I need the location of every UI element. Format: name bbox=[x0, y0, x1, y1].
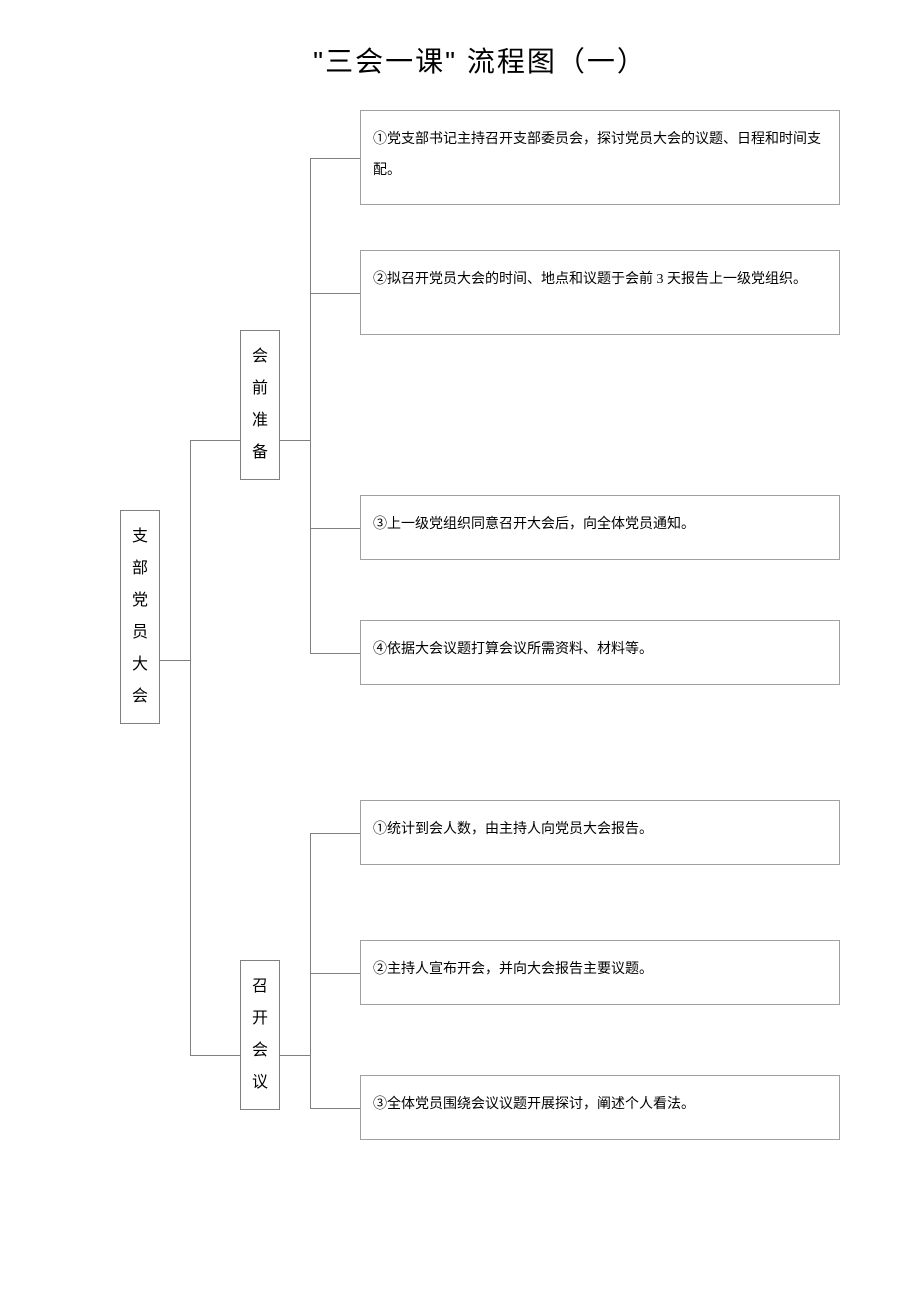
branch-label-char: 备 bbox=[252, 437, 268, 469]
leaf-node: ②主持人宣布开会，并向大会报告主要议题。 bbox=[360, 940, 840, 1005]
connector-h bbox=[280, 440, 310, 441]
root-label-char: 支 bbox=[132, 521, 148, 553]
connector-h bbox=[310, 528, 360, 529]
connector-h bbox=[160, 660, 190, 661]
root-node: 支部党员大会 bbox=[120, 510, 160, 724]
root-label-char: 会 bbox=[132, 681, 148, 713]
leaf-node: ③全体党员围绕会议议题开展探讨，阐述个人看法。 bbox=[360, 1075, 840, 1140]
root-label-char: 员 bbox=[132, 617, 148, 649]
branch-label-char: 议 bbox=[252, 1067, 268, 1099]
page-title: "三会一课" 流程图（一） bbox=[100, 40, 860, 80]
branch-label-char: 前 bbox=[252, 373, 268, 405]
branch-node-meet: 召开会议 bbox=[240, 960, 280, 1110]
connector-v bbox=[310, 833, 311, 1108]
connector-h bbox=[310, 1108, 360, 1109]
leaf-node: ①党支部书记主持召开支部委员会，探讨党员大会的议题、日程和时间支配。 bbox=[360, 110, 840, 205]
connector-h bbox=[310, 973, 360, 974]
leaf-node: ④依据大会议题打算会议所需资料、材料等。 bbox=[360, 620, 840, 685]
connector-h bbox=[190, 1055, 240, 1056]
branch-label-char: 准 bbox=[252, 405, 268, 437]
connector-h bbox=[310, 158, 360, 159]
connector-h bbox=[310, 653, 360, 654]
root-label-char: 党 bbox=[132, 585, 148, 617]
connector-h bbox=[280, 1055, 310, 1056]
branch-node-prep: 会前准备 bbox=[240, 330, 280, 480]
branch-label-char: 召 bbox=[252, 971, 268, 1003]
root-label-char: 部 bbox=[132, 553, 148, 585]
branch-label-char: 会 bbox=[252, 341, 268, 373]
connector-v bbox=[190, 440, 191, 1055]
leaf-node: ①统计到会人数，由主持人向党员大会报告。 bbox=[360, 800, 840, 865]
flowchart-container: 支部党员大会 会前准备①党支部书记主持召开支部委员会，探讨党员大会的议题、日程和… bbox=[100, 110, 860, 1160]
connector-v bbox=[310, 158, 311, 653]
leaf-node: ②拟召开党员大会的时间、地点和议题于会前 3 天报告上一级党组织。 bbox=[360, 250, 840, 335]
root-label-char: 大 bbox=[132, 649, 148, 681]
connector-h bbox=[310, 293, 360, 294]
leaf-node: ③上一级党组织同意召开大会后，向全体党员通知。 bbox=[360, 495, 840, 560]
branch-label-char: 开 bbox=[252, 1003, 268, 1035]
connector-h bbox=[190, 440, 240, 441]
connector-h bbox=[310, 833, 360, 834]
branch-label-char: 会 bbox=[252, 1035, 268, 1067]
